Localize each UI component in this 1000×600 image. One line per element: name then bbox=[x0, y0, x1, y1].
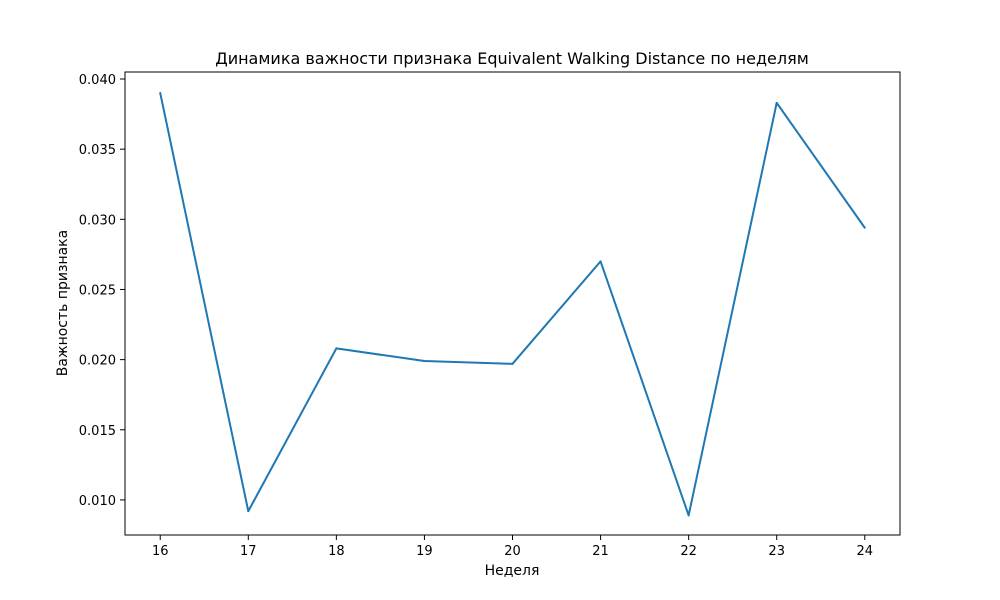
y-tick-label: 0.025 bbox=[79, 283, 116, 298]
y-tick-label: 0.015 bbox=[79, 424, 116, 439]
data-point bbox=[775, 101, 778, 104]
chart-title: Динамика важности признака Equivalent Wa… bbox=[215, 49, 809, 68]
series-line bbox=[159, 92, 866, 517]
x-tick-label: 21 bbox=[592, 544, 609, 559]
x-tick-label: 24 bbox=[856, 544, 873, 559]
y-axis-label: Важность признака bbox=[55, 230, 71, 376]
data-point bbox=[687, 514, 690, 517]
series-layer bbox=[159, 92, 866, 517]
y-axis-ticks: 0.010 0.015 0.020 0.025 0.030 0.035 0.040 bbox=[79, 73, 125, 509]
y-tick-label: 0.010 bbox=[79, 494, 116, 509]
x-tick-label: 19 bbox=[416, 544, 433, 559]
plot-frame bbox=[124, 71, 901, 536]
data-point bbox=[423, 360, 426, 363]
x-tick-label: 22 bbox=[680, 544, 697, 559]
x-axis-label: Неделя bbox=[485, 563, 540, 579]
data-point bbox=[863, 226, 866, 229]
data-point bbox=[159, 92, 162, 95]
y-tick-label: 0.020 bbox=[79, 354, 116, 369]
x-tick-label: 23 bbox=[768, 544, 785, 559]
y-tick-label: 0.035 bbox=[79, 143, 116, 158]
x-tick-label: 18 bbox=[328, 544, 345, 559]
x-tick-label: 16 bbox=[152, 544, 169, 559]
x-tick-label: 17 bbox=[240, 544, 257, 559]
y-tick-label: 0.030 bbox=[79, 213, 116, 228]
data-point bbox=[247, 510, 250, 513]
x-tick-label: 20 bbox=[504, 544, 521, 559]
data-point bbox=[599, 260, 602, 263]
data-point bbox=[335, 347, 338, 350]
x-axis-ticks: 16 17 18 19 20 21 22 23 24 bbox=[152, 535, 873, 559]
data-point bbox=[511, 362, 514, 365]
y-tick-label: 0.040 bbox=[79, 73, 116, 88]
